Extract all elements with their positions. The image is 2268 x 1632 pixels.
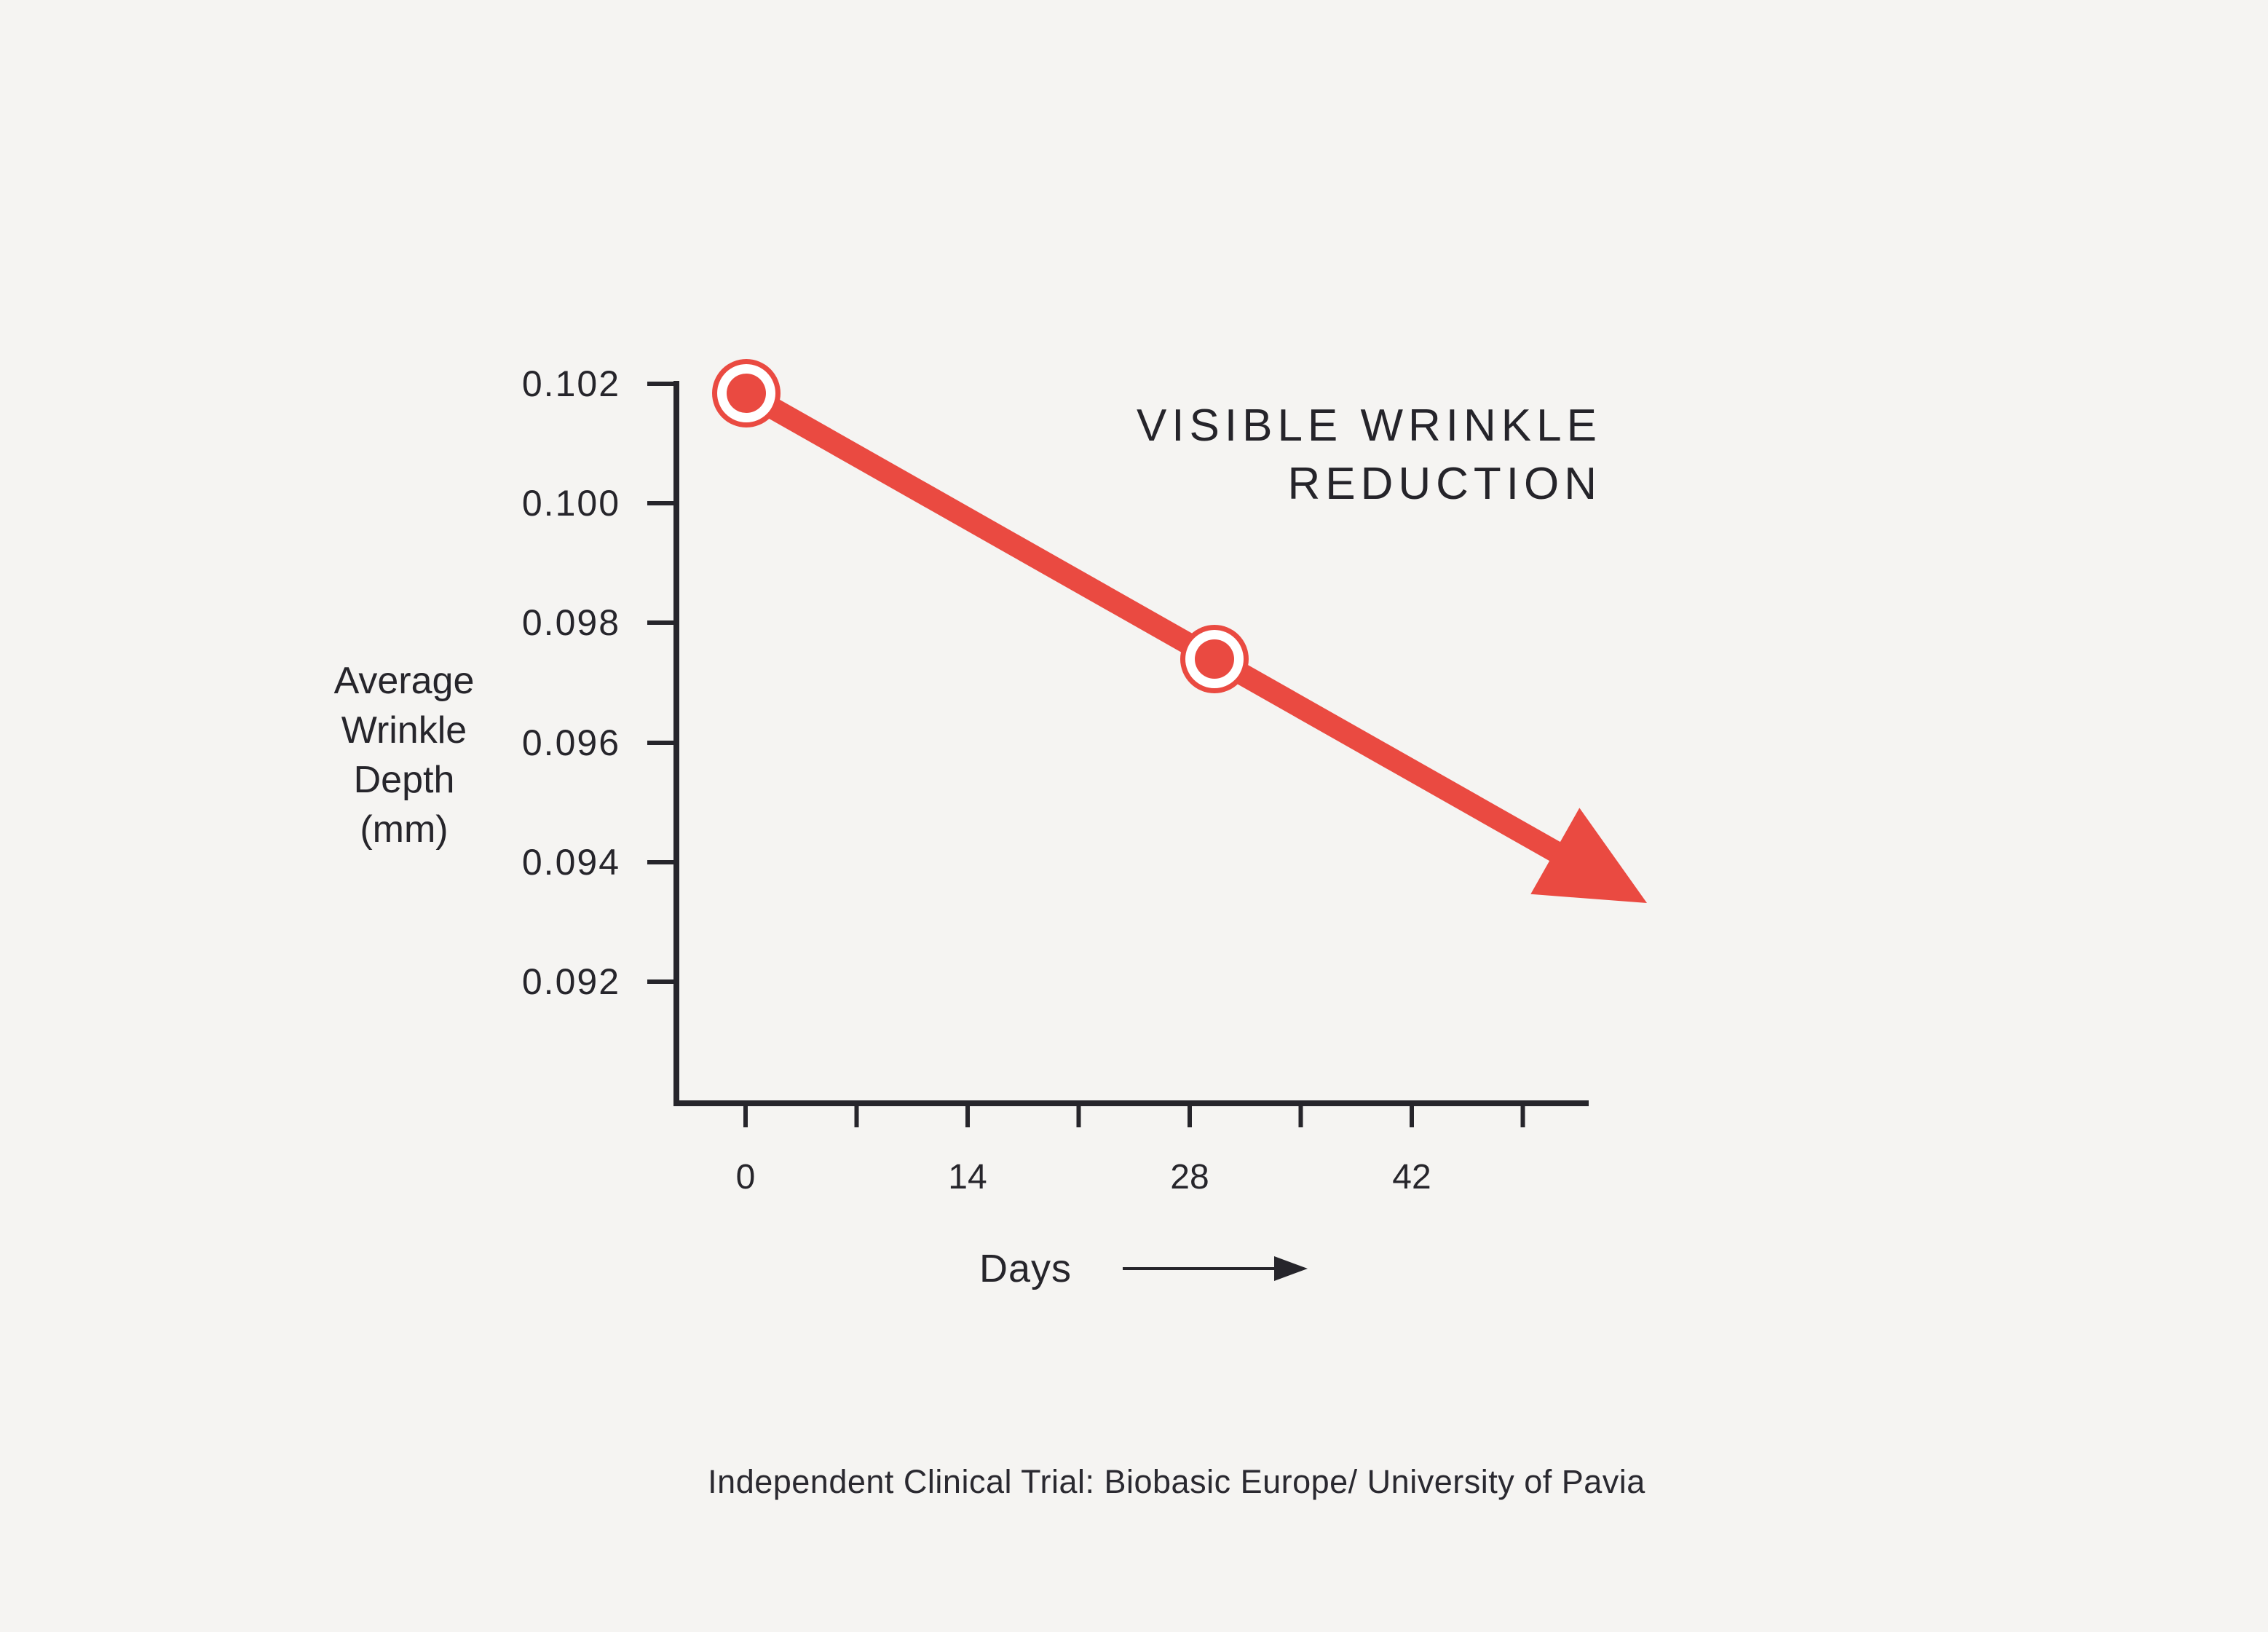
x-tick-label: 28 xyxy=(1170,1158,1209,1197)
y-tick-label: 0.096 xyxy=(521,722,620,763)
trend-arrowhead xyxy=(1530,808,1647,903)
x-axis-title: Days xyxy=(979,1247,1072,1290)
y-axis-title: Average Wrinkle Depth (mm) xyxy=(240,656,568,854)
y-axis-title-line: Wrinkle xyxy=(341,709,467,752)
chart-title: VISIBLE WRINKLE REDUCTION xyxy=(1136,401,1602,509)
marker-core xyxy=(727,374,766,413)
data-point-marker-day0 xyxy=(712,359,781,427)
x-tick-label: 14 xyxy=(948,1158,987,1197)
source-note: Independent Clinical Trial: Biobasic Eur… xyxy=(708,1463,1645,1500)
x-tick-label: 0 xyxy=(735,1158,756,1197)
y-axis-title-line: (mm) xyxy=(360,808,449,851)
days-arrowhead xyxy=(1274,1256,1308,1281)
y-tick-label: 0.102 xyxy=(521,363,620,404)
y-tick-label: 0.100 xyxy=(521,483,620,524)
trend-line xyxy=(740,383,1578,872)
y-tick-label: 0.098 xyxy=(521,602,620,643)
y-tick-label: 0.092 xyxy=(521,961,620,1002)
y-axis-title-line: Depth xyxy=(353,759,455,801)
marker-core xyxy=(1195,639,1234,679)
data-point-marker-day28 xyxy=(1180,625,1249,693)
y-tick-label: 0.094 xyxy=(521,842,620,883)
y-axis-title-line: Average xyxy=(333,660,475,702)
x-tick-label: 42 xyxy=(1392,1158,1431,1197)
